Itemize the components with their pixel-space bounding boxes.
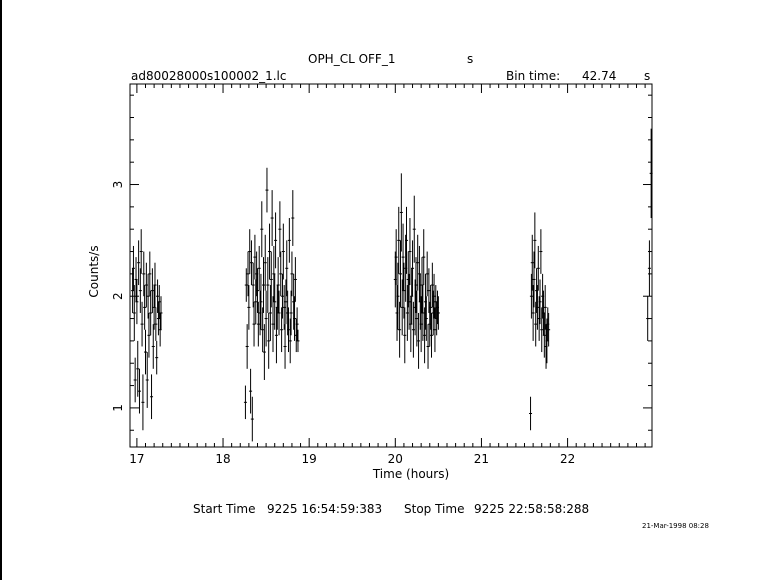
plot-date: 21-Mar-1998 08:28: [642, 522, 709, 530]
bin-time-value: 42.74: [582, 69, 617, 83]
window-left-edge: [0, 0, 2, 580]
stop-time-label: Stop Time: [404, 502, 465, 516]
start-time-label: Start Time: [193, 502, 256, 516]
chart-title-unit: s: [467, 52, 474, 66]
x-tick-label: 22: [560, 452, 575, 466]
start-time-value: 9225 16:54:59:383: [267, 502, 383, 516]
stop-time-value: 9225 22:58:58:288: [474, 502, 590, 516]
y-tick-label: 2: [111, 292, 125, 300]
y-tick-label: 1: [111, 404, 125, 412]
x-axis-label: Time (hours): [372, 467, 449, 481]
x-tick-label: 19: [302, 452, 317, 466]
bin-time-label: Bin time:: [506, 69, 561, 83]
y-axis-label: Counts/s: [87, 245, 101, 297]
x-tick-label: 17: [129, 452, 144, 466]
y-tick-label: 3: [111, 181, 125, 189]
chart-title: OPH_CL OFF_1: [308, 52, 396, 66]
x-tick-label: 18: [215, 452, 230, 466]
x-tick-label: 21: [474, 452, 489, 466]
bin-time-unit: s: [644, 69, 651, 83]
file-name: ad80028000s100002_1.lc: [131, 69, 287, 83]
x-tick-label: 20: [388, 452, 403, 466]
plot-frame: [129, 83, 653, 448]
